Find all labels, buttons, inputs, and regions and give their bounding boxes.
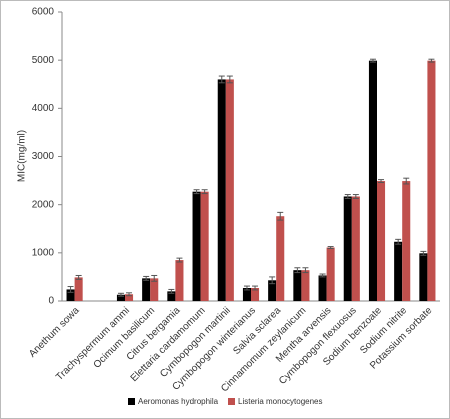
error-bar <box>344 194 351 199</box>
error-bar <box>67 286 74 293</box>
error-bar <box>403 177 410 185</box>
bar <box>116 294 125 301</box>
y-tick-label: 3000 <box>32 151 55 162</box>
error-bar <box>168 288 175 294</box>
error-bar <box>302 267 309 274</box>
bar <box>326 247 335 301</box>
error-bar <box>143 275 150 281</box>
bar <box>276 216 285 301</box>
error-bar <box>294 267 301 274</box>
error-bar <box>428 58 435 63</box>
y-axis-title: MIC(mg/ml) <box>17 130 28 182</box>
error-bar <box>252 285 259 291</box>
bar <box>402 181 411 301</box>
error-bar <box>327 246 334 249</box>
y-tick-label: 6000 <box>32 7 55 18</box>
bar <box>225 79 234 301</box>
error-bar <box>369 58 376 63</box>
bar <box>74 277 83 301</box>
y-tick-label: 2000 <box>32 199 55 210</box>
bar <box>343 196 352 301</box>
error-bar <box>319 273 326 278</box>
y-tick-label: 0 <box>48 296 54 307</box>
error-bar <box>126 292 133 297</box>
y-tick-label: 5000 <box>32 55 55 66</box>
error-bar <box>420 250 427 256</box>
bar <box>242 287 251 301</box>
bar <box>351 196 360 301</box>
error-bar <box>395 238 402 245</box>
error-bar <box>117 292 124 297</box>
y-tick-label: 1000 <box>32 247 55 258</box>
bar <box>251 287 260 301</box>
legend-label: Listeria monocytogenes <box>238 397 323 406</box>
error-bar <box>243 285 250 291</box>
error-bar <box>151 274 158 282</box>
legend-label: Aeromonas hydrophila <box>138 397 219 406</box>
bar <box>167 291 176 301</box>
bar <box>217 79 226 301</box>
bar <box>175 260 184 301</box>
bar <box>318 275 327 301</box>
error-bar <box>218 75 225 84</box>
error-bar <box>75 274 82 280</box>
bar <box>419 253 428 301</box>
bar <box>150 278 159 301</box>
bar <box>268 280 277 301</box>
bar <box>192 191 201 301</box>
bar <box>125 294 134 301</box>
error-bar <box>277 211 284 221</box>
bar <box>293 270 302 301</box>
error-bar <box>176 257 183 263</box>
bar <box>377 181 386 301</box>
error-bar <box>269 276 276 285</box>
error-bar <box>352 194 359 199</box>
error-bar <box>201 189 208 195</box>
error-bar <box>226 75 233 84</box>
error-bar <box>378 179 385 184</box>
legend-swatch <box>228 398 235 405</box>
bar <box>368 60 377 302</box>
bar <box>301 270 310 301</box>
y-tick-label: 4000 <box>32 103 55 114</box>
bar <box>142 278 151 301</box>
legend-swatch <box>128 398 135 405</box>
bar <box>66 289 75 301</box>
error-bar <box>193 189 200 195</box>
bar <box>394 241 403 301</box>
bar <box>200 191 209 301</box>
bar <box>427 60 436 302</box>
